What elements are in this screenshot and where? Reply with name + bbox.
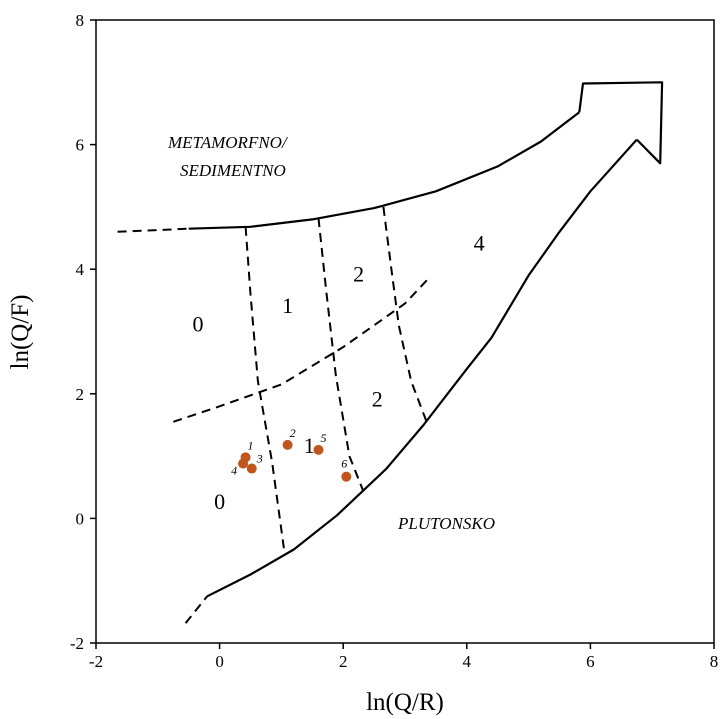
y-tick-label: -2 bbox=[70, 634, 84, 653]
x-axis-label: ln(Q/R) bbox=[366, 689, 444, 716]
plot-frame bbox=[95, 19, 715, 644]
y-tick-label: 8 bbox=[76, 11, 85, 30]
lower-boundary-dashed bbox=[184, 595, 208, 624]
x-tick-label: 8 bbox=[710, 652, 719, 671]
x-tick-label: 6 bbox=[586, 652, 595, 671]
data-point bbox=[282, 439, 293, 450]
field-label-metamorphic-line2: SEDIMENTNO bbox=[180, 161, 286, 180]
region-label: 0 bbox=[214, 489, 225, 514]
data-point bbox=[246, 463, 257, 474]
upper-boundary-curve bbox=[188, 111, 580, 230]
region-label: 0 bbox=[192, 312, 203, 337]
boundary-curves bbox=[117, 81, 664, 624]
x-tick-label: -2 bbox=[89, 652, 103, 671]
upper-boundary-dashed bbox=[117, 227, 189, 233]
y-tick-label: 4 bbox=[76, 260, 85, 279]
region-label: 1 bbox=[304, 433, 315, 458]
point-label: 4 bbox=[231, 464, 237, 478]
region-label: 4 bbox=[474, 231, 485, 256]
point-label: 1 bbox=[248, 438, 254, 452]
data-point bbox=[341, 471, 352, 482]
region-label: 2 bbox=[353, 262, 364, 287]
y-tick-label: 2 bbox=[76, 385, 85, 404]
region-label: 2 bbox=[372, 386, 383, 411]
y-axis-label: ln(Q/F) bbox=[7, 295, 34, 370]
x-tick-label: 2 bbox=[339, 652, 348, 671]
dashed-diag-line bbox=[172, 277, 430, 423]
field-label-metamorphic-line1: METAMORFNO/ bbox=[167, 133, 289, 152]
y-tick-label: 0 bbox=[76, 509, 85, 528]
field-label-plutonic: PLUTONSKO bbox=[397, 514, 495, 533]
x-tick-label: 0 bbox=[215, 652, 224, 671]
point-label: 3 bbox=[256, 452, 263, 466]
axes: -2 0 2 4 6 8 -2 0 2 4 6 8 bbox=[70, 11, 718, 671]
region-label: 1 bbox=[282, 293, 293, 318]
x-tick-label: 4 bbox=[463, 652, 472, 671]
arrow-head bbox=[578, 81, 664, 165]
y-tick-label: 6 bbox=[76, 136, 85, 155]
data-point bbox=[238, 458, 249, 469]
dashed-v1-line bbox=[244, 226, 286, 553]
point-label: 5 bbox=[320, 431, 326, 445]
point-label: 2 bbox=[290, 426, 296, 440]
point-label: 6 bbox=[341, 457, 347, 471]
lower-boundary-curve bbox=[206, 138, 638, 598]
dashed-v2-line bbox=[317, 217, 364, 491]
data-point bbox=[313, 444, 324, 455]
